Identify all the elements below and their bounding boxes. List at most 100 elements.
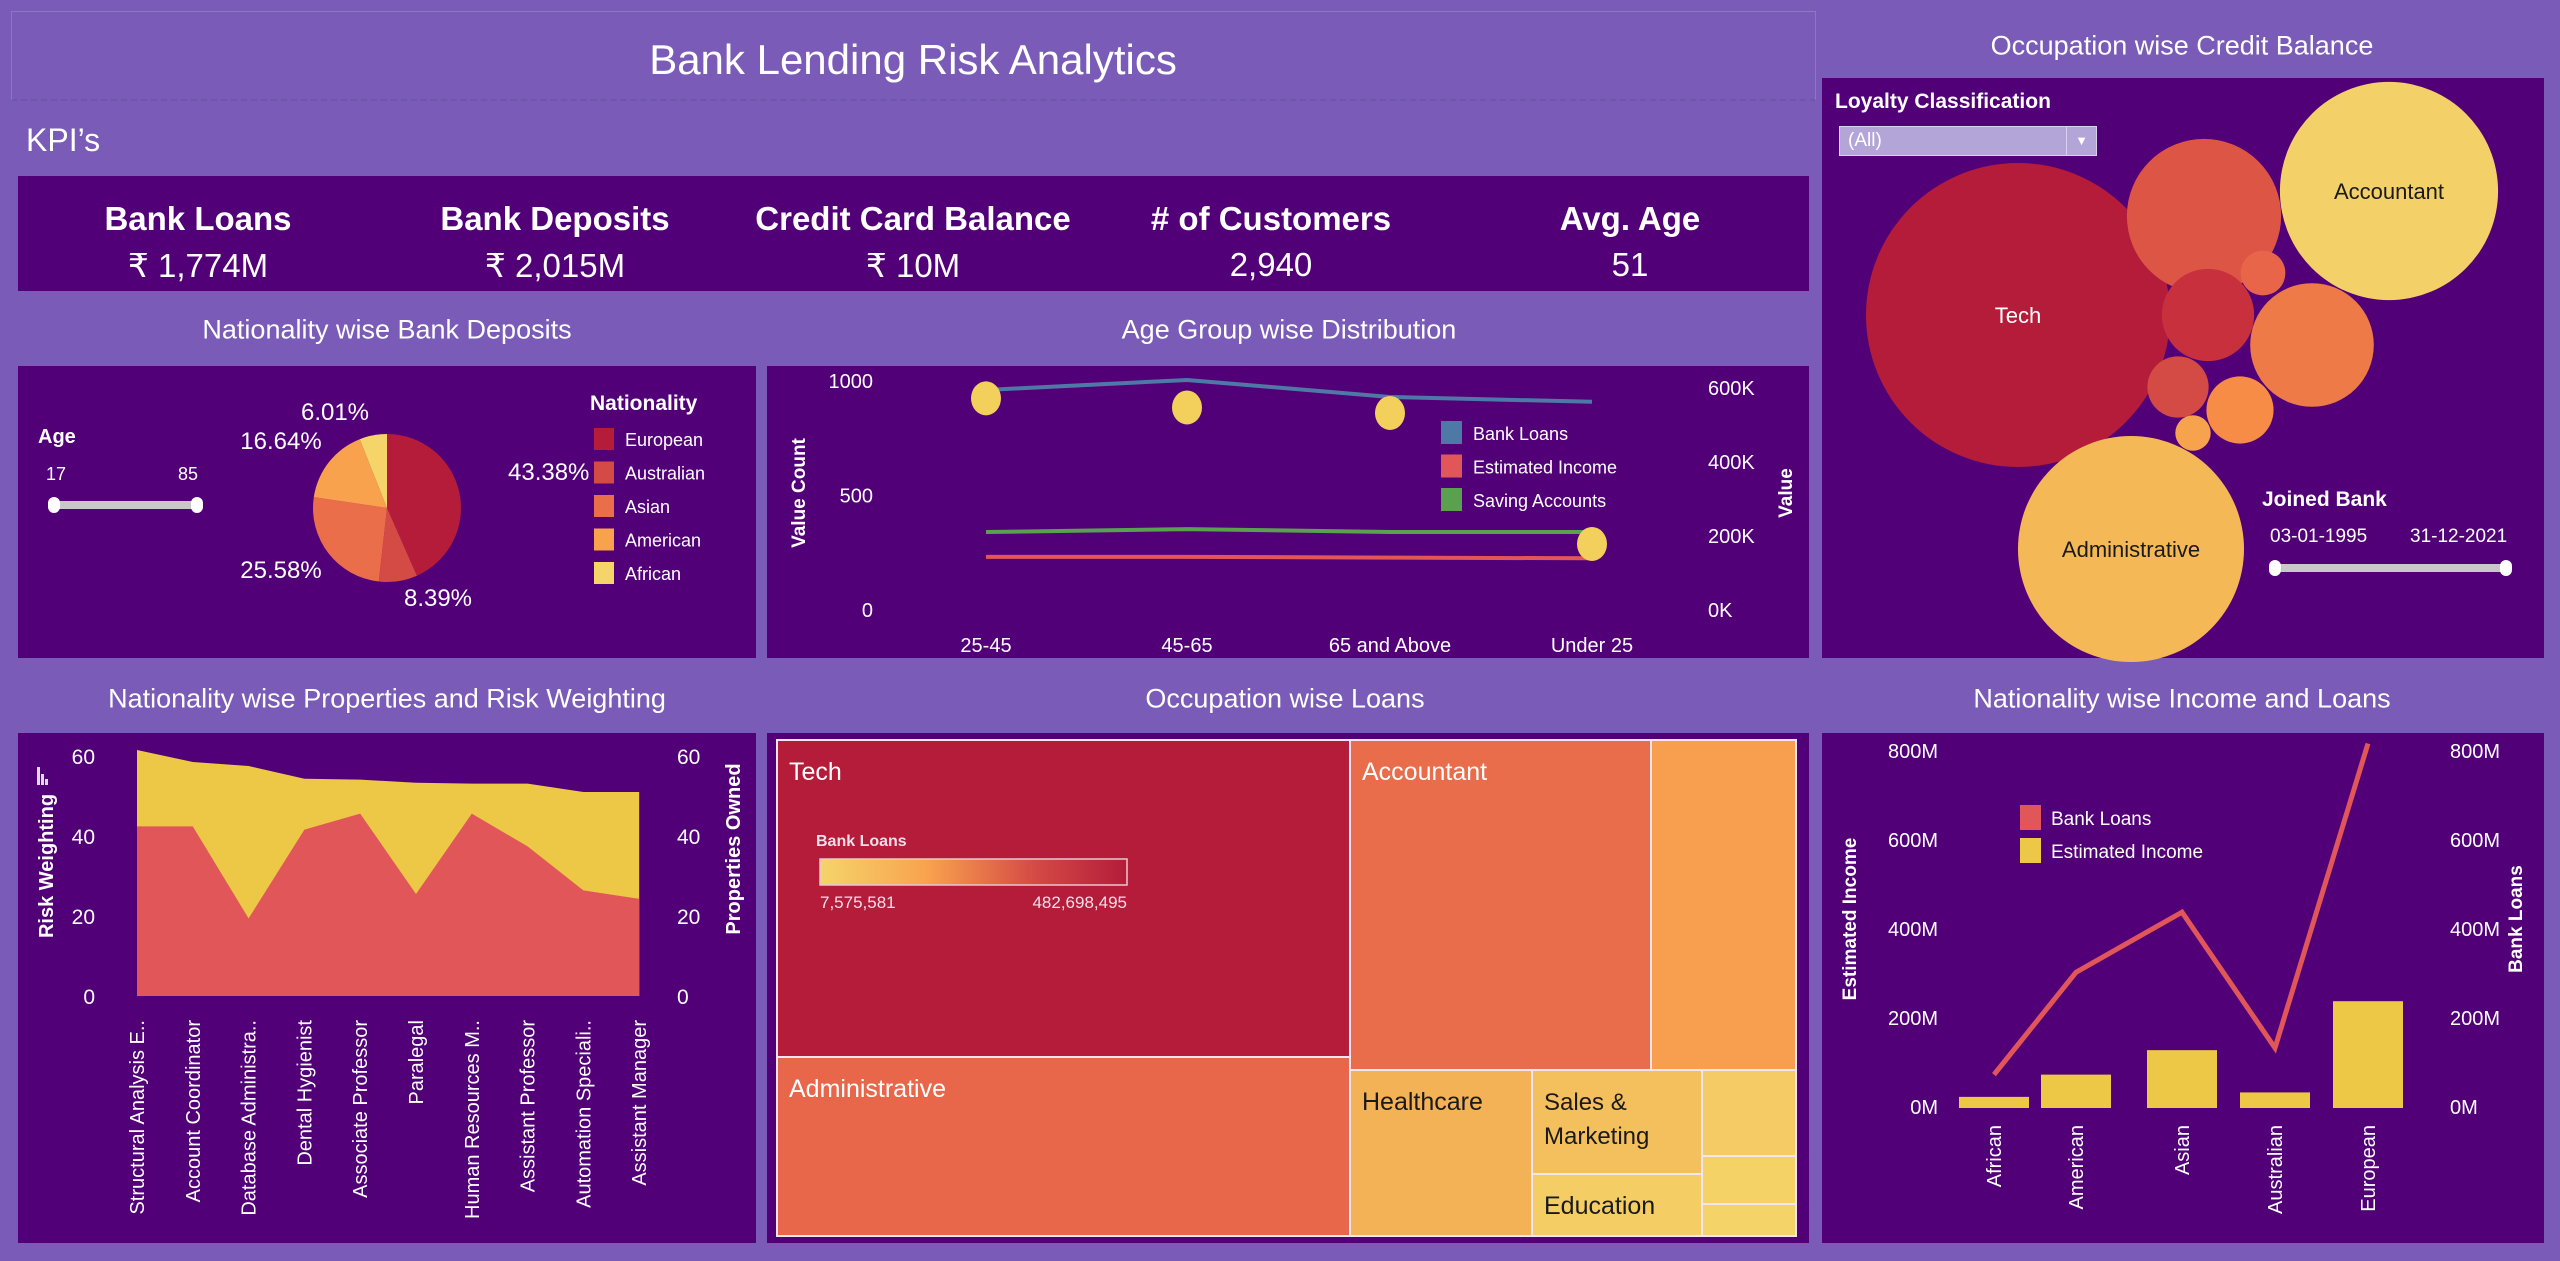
bar-european[interactable] bbox=[2333, 1001, 2403, 1108]
line-bank-loans[interactable] bbox=[1992, 742, 2371, 1077]
panel-title-loans: Occupation wise Loans bbox=[1145, 683, 1425, 714]
bubble[interactable] bbox=[2250, 283, 2374, 407]
bar-australian[interactable] bbox=[2240, 1092, 2310, 1108]
y-tick-right: 0 bbox=[677, 986, 689, 1009]
bar-asian[interactable] bbox=[2147, 1050, 2217, 1108]
chevron-down-icon[interactable]: ▼ bbox=[2066, 127, 2096, 155]
count-dot[interactable] bbox=[1172, 390, 1202, 425]
y-tick: 800M bbox=[1888, 741, 1938, 763]
x-tick: Account Coordinator bbox=[183, 1020, 205, 1203]
bubble[interactable] bbox=[2240, 250, 2286, 296]
bubble[interactable] bbox=[2206, 376, 2274, 444]
legend-item: Bank Loans bbox=[1473, 424, 1568, 444]
bubble-tech[interactable] bbox=[1866, 163, 2170, 467]
treemap-cell-tech[interactable] bbox=[776, 739, 1351, 1058]
x-tick: American bbox=[2066, 1125, 2088, 1209]
slider-handle-min[interactable] bbox=[48, 497, 60, 513]
pie-slice-african[interactable] bbox=[359, 434, 387, 508]
count-dot[interactable] bbox=[1577, 526, 1607, 561]
kpi-band bbox=[18, 176, 1809, 291]
panel-title-properties: Nationality wise Properties and Risk Wei… bbox=[108, 683, 666, 714]
y-tick: 40 bbox=[72, 826, 95, 849]
kpi-credit-card-balance: Credit Card Balance ₹ 10M bbox=[743, 200, 1083, 285]
x-tick: Structural Analysis E.. bbox=[127, 1020, 149, 1215]
x-tick: Automation Speciali.. bbox=[573, 1020, 595, 1208]
pie-slice-australian[interactable] bbox=[378, 508, 417, 582]
kpi-value: ₹ 1,774M bbox=[127, 247, 269, 284]
treemap-cell[interactable] bbox=[1650, 739, 1797, 1071]
slider-handle-max[interactable] bbox=[2500, 560, 2512, 576]
treemap-cell-administrative[interactable] bbox=[776, 1056, 1351, 1237]
count-dot[interactable] bbox=[971, 381, 1001, 416]
age-min: 17 bbox=[46, 464, 67, 484]
legend-swatch bbox=[594, 428, 614, 450]
pie-slice-asian[interactable] bbox=[313, 497, 387, 582]
treemap-cell[interactable] bbox=[1701, 1069, 1797, 1157]
kpi-label: Bank Deposits bbox=[440, 200, 670, 237]
pie-slice-american[interactable] bbox=[313, 439, 387, 508]
treemap-cell[interactable] bbox=[1701, 1155, 1797, 1205]
bubble[interactable] bbox=[2175, 415, 2211, 451]
y-tick: 0M bbox=[1910, 1097, 1938, 1119]
y-tick: 400M bbox=[1888, 919, 1938, 941]
income-loans-panel bbox=[1822, 733, 2544, 1243]
legend-item: Saving Accounts bbox=[1473, 491, 1606, 511]
age-group-panel bbox=[767, 366, 1809, 658]
count-dot[interactable] bbox=[1375, 395, 1405, 430]
treemap-cell-healthcare[interactable] bbox=[1349, 1069, 1533, 1237]
treemap-cell-accountant[interactable] bbox=[1349, 739, 1652, 1071]
legend-item: Australian bbox=[625, 464, 705, 484]
line-bank-loans[interactable] bbox=[985, 377, 1593, 404]
bubble[interactable] bbox=[2126, 138, 2282, 294]
slider-handle-min[interactable] bbox=[2269, 560, 2281, 576]
x-tick: European bbox=[2358, 1125, 2380, 1212]
legend-item: European bbox=[625, 430, 703, 450]
kpi-value: ₹ 10M bbox=[865, 247, 961, 284]
bar-american[interactable] bbox=[2041, 1074, 2111, 1108]
sort-icon[interactable] bbox=[36, 766, 50, 786]
bar-african[interactable] bbox=[1959, 1096, 2029, 1108]
bubble-administrative[interactable] bbox=[2017, 435, 2245, 663]
bubble-label: Administrative bbox=[2062, 537, 2200, 562]
joined-bank-start: 03-01-1995 bbox=[2270, 526, 2368, 547]
x-tick: African bbox=[1984, 1125, 2006, 1187]
legend-item: Estimated Income bbox=[1473, 458, 1617, 478]
y-tick-right: 60 bbox=[677, 746, 700, 769]
joined-bank-end: 31-12-2021 bbox=[2410, 526, 2508, 547]
title-box bbox=[11, 11, 1816, 101]
treemap-cell-sales[interactable] bbox=[1531, 1069, 1703, 1175]
bubble-accountant[interactable] bbox=[2279, 81, 2499, 301]
y-tick-right: 0K bbox=[1708, 600, 1733, 622]
legend-swatch bbox=[2020, 838, 2041, 863]
pie-slice-european[interactable] bbox=[387, 434, 461, 576]
y-tick: 20 bbox=[72, 906, 95, 929]
panel-title-age-group: Age Group wise Distribution bbox=[1121, 314, 1457, 345]
legend-title: Nationality bbox=[590, 392, 698, 415]
line-estimated-income[interactable] bbox=[986, 554, 1593, 561]
slider-handle-max[interactable] bbox=[191, 497, 203, 513]
kpi-avg-age: Avg. Age 51 bbox=[1460, 200, 1800, 284]
bubble-label: Tech bbox=[1995, 303, 2041, 328]
x-tick: Associate Professor bbox=[350, 1020, 372, 1198]
kpi-label: # of Customers bbox=[1150, 200, 1392, 237]
color-legend-min: 7,575,581 bbox=[820, 893, 896, 912]
joined-bank-slider[interactable] bbox=[2269, 560, 2512, 576]
line-saving-accounts[interactable] bbox=[985, 527, 1592, 535]
kpi-value: 51 bbox=[1611, 246, 1649, 283]
x-tick: Database Administra.. bbox=[239, 1020, 261, 1216]
loyalty-dropdown[interactable]: (All) ▼ bbox=[1839, 126, 2097, 156]
age-slider[interactable] bbox=[48, 497, 203, 513]
loyalty-selected: (All) bbox=[1848, 130, 1882, 151]
bubble[interactable] bbox=[2147, 356, 2209, 418]
treemap-label: Education bbox=[1544, 1192, 1655, 1220]
x-tick: 65 and Above bbox=[1329, 635, 1451, 657]
treemap-label: Healthcare bbox=[1362, 1088, 1483, 1116]
treemap-cell[interactable] bbox=[1701, 1203, 1797, 1237]
legend-item: African bbox=[625, 564, 681, 584]
area-series-1[interactable] bbox=[137, 813, 640, 996]
legend-swatch bbox=[594, 528, 614, 551]
bubble[interactable] bbox=[2161, 268, 2255, 362]
kpi-label: Credit Card Balance bbox=[755, 200, 1071, 237]
x-tick: Assistant Professor bbox=[518, 1020, 540, 1193]
color-legend-title: Bank Loans bbox=[816, 833, 907, 850]
